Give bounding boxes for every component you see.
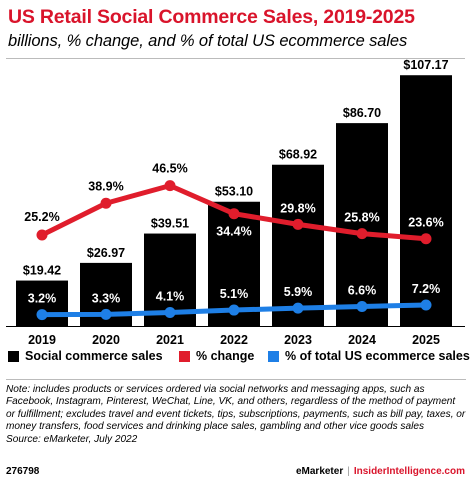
share-label-2024: 6.6% (348, 283, 377, 297)
chart-subtitle: billions, % change, and % of total US ec… (8, 32, 408, 50)
change-label-2022: 34.4% (216, 225, 251, 239)
chart-title: US Retail Social Commerce Sales, 2019-20… (8, 6, 415, 28)
bar-label-2023: $68.92 (279, 148, 317, 162)
bar-2023 (272, 164, 324, 326)
bar-2025 (400, 75, 452, 326)
change-label-2019: 25.2% (24, 210, 59, 224)
x-tick-label-2020: 2020 (92, 333, 120, 345)
x-tick-label-2023: 2023 (284, 333, 312, 345)
legend-label-sales: Social commerce sales (25, 349, 163, 363)
brand-separator: | (347, 466, 350, 477)
legend-swatch-share (268, 350, 279, 362)
change-label-2023: 29.8% (280, 201, 315, 215)
share-label-2020: 3.3% (92, 291, 121, 305)
change-point-2022 (228, 208, 240, 220)
change-point-2021 (164, 180, 176, 192)
brand-insider-intelligence: InsiderIntelligence.com (353, 466, 465, 477)
share-point-2025 (420, 299, 432, 311)
change-label-2024: 25.8% (344, 211, 379, 225)
brand-emarketer: eMarketer (295, 466, 344, 477)
bar-label-2021: $39.51 (151, 217, 189, 231)
bar-label-2022: $53.10 (215, 185, 253, 199)
share-point-2024 (356, 300, 368, 312)
chart-id: 276798 (6, 466, 40, 477)
x-tick-label-2025: 2025 (412, 333, 440, 345)
legend-label-change: % change (196, 349, 255, 363)
share-label-2025: 7.2% (412, 282, 441, 296)
change-label-2020: 38.9% (88, 179, 123, 193)
bar-2024 (336, 123, 388, 326)
title-divider (6, 58, 465, 59)
share-point-2020 (100, 308, 112, 320)
change-point-2025 (420, 233, 432, 245)
share-point-2023 (292, 302, 304, 314)
share-point-2022 (228, 304, 240, 316)
legend-label-share: % of total US ecommerce sales (285, 349, 470, 363)
share-point-2019 (36, 309, 48, 321)
chart-plot: $19.42 $26.97 $39.51 $53.10 $68.92 $86.70 $107… (6, 58, 465, 345)
bar-label-2024: $86.70 (343, 106, 381, 120)
legend-item-share: % of total US ecommerce sales (268, 349, 470, 363)
bar-label-2019: $19.42 (23, 264, 61, 278)
share-label-2022: 5.1% (220, 287, 249, 301)
bar-label-2025: $107.17 (403, 58, 448, 72)
change-label-2025: 23.6% (408, 216, 443, 230)
share-label-2019: 3.2% (28, 292, 57, 306)
share-label-2023: 5.9% (284, 285, 313, 299)
chart-source: Source: eMarketer, July 2022 (6, 433, 138, 445)
chart-note: Note: includes products or services orde… (6, 384, 466, 433)
bar-label-2020: $26.97 (87, 246, 125, 260)
legend-item-change: % change (179, 349, 254, 363)
share-label-2021: 4.1% (156, 289, 185, 303)
legend-item-sales: Social commerce sales (8, 349, 163, 363)
change-label-2021: 46.5% (152, 162, 187, 176)
change-point-2024 (356, 228, 368, 240)
x-tick-label-2022: 2022 (220, 333, 248, 345)
chart-note-block: Note: includes products or services orde… (6, 379, 466, 446)
footer-brand: eMarketer | InsiderIntelligence.com (296, 466, 465, 477)
change-point-2023 (292, 218, 304, 230)
chart-legend: Social commerce sales % change % of tota… (6, 349, 470, 367)
change-point-2019 (36, 229, 48, 241)
x-tick-label-2019: 2019 (28, 333, 56, 345)
x-tick-label-2021: 2021 (156, 333, 184, 345)
change-point-2020 (100, 197, 112, 209)
legend-swatch-sales (8, 350, 19, 362)
legend-swatch-change (179, 350, 190, 362)
share-point-2021 (164, 306, 176, 318)
x-tick-label-2024: 2024 (348, 333, 376, 345)
